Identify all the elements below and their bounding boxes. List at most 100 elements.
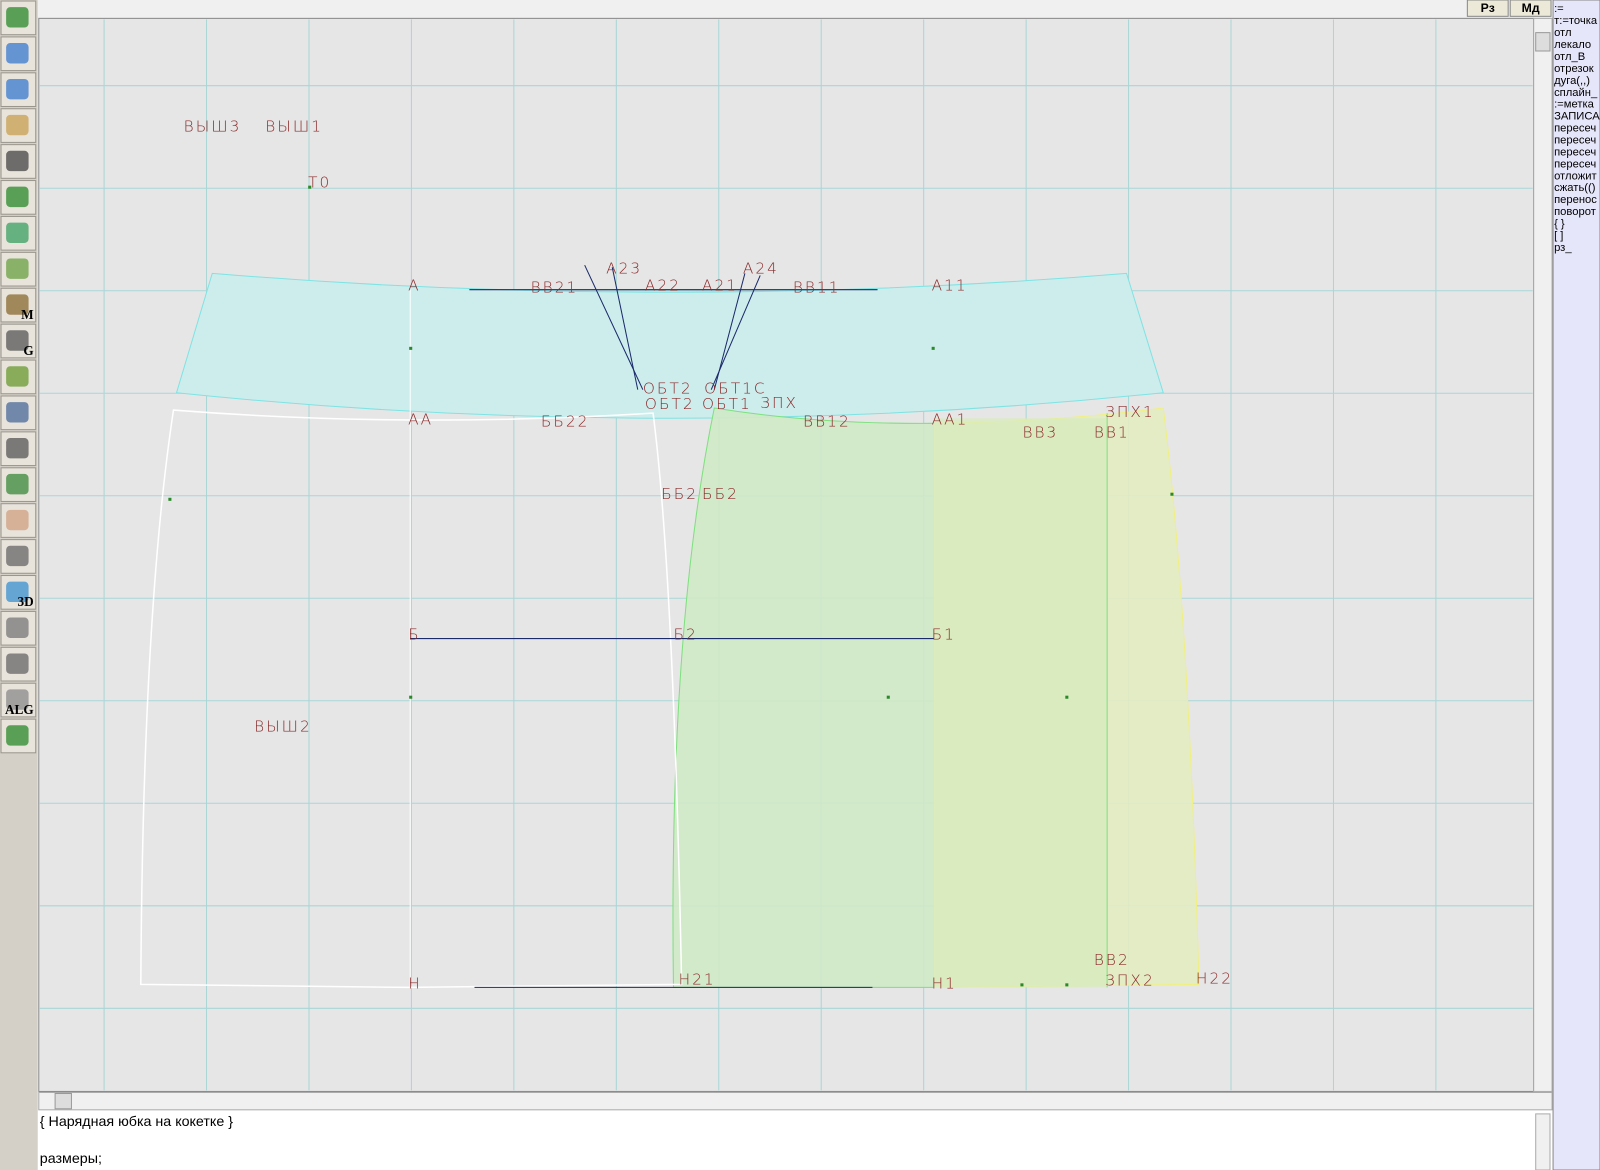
point-labels: ВЫШ3 ВЫШ1 Т0 А А23 А24 А11 А22 А21 ВВ21 ВВ11 АА ББ22… bbox=[184, 118, 1231, 993]
toolbar-icon-label: G bbox=[23, 343, 33, 358]
point-label: ББ22 bbox=[541, 412, 590, 430]
top-button[interactable] bbox=[1509, 0, 1552, 17]
top-bar bbox=[0, 0, 1600, 19]
command-item[interactable]: { } bbox=[1554, 218, 1565, 230]
point-label: ВВ2 bbox=[1094, 951, 1130, 969]
command-item[interactable]: сжать(() bbox=[1554, 182, 1596, 194]
top-button-label[interactable]: Рз bbox=[1481, 1, 1495, 15]
point bbox=[886, 695, 890, 699]
command-item[interactable]: :=метка bbox=[1554, 99, 1595, 111]
command-item[interactable]: сплайн_ bbox=[1554, 87, 1598, 99]
point bbox=[1065, 983, 1069, 987]
toolbar-icon bbox=[6, 725, 29, 746]
point-label: А23 bbox=[606, 259, 642, 277]
pattern-pieces bbox=[140, 185, 1200, 989]
toolbar-icon-label: ALG bbox=[5, 702, 34, 717]
command-item[interactable]: ЗАПИСА bbox=[1554, 111, 1600, 123]
point-label: Т0 bbox=[308, 174, 331, 192]
editor-scrollbar[interactable] bbox=[1535, 1113, 1551, 1170]
toolbar-icon bbox=[6, 114, 29, 136]
command-item[interactable]: := bbox=[1554, 3, 1564, 15]
command-item[interactable]: поворот bbox=[1554, 206, 1596, 218]
top-button-label[interactable]: Мд bbox=[1522, 1, 1540, 15]
point bbox=[1170, 492, 1174, 496]
command-item[interactable]: пересеч bbox=[1554, 135, 1596, 147]
point-label: ВВ3 bbox=[1022, 424, 1058, 442]
point-label: ВВ12 bbox=[803, 412, 851, 430]
point-label: Б bbox=[408, 626, 421, 644]
toolbar-icon bbox=[6, 330, 29, 351]
point-label: ОБТ2 bbox=[643, 380, 693, 398]
point-label: А11 bbox=[932, 277, 968, 295]
toolbar-icon bbox=[6, 7, 29, 28]
toolbar-icon bbox=[6, 294, 29, 315]
scroll-thumb[interactable] bbox=[1535, 32, 1551, 52]
point-label: Н21 bbox=[679, 970, 716, 988]
toolbar-icon bbox=[6, 509, 29, 531]
point-label: АА1 bbox=[932, 410, 969, 428]
points bbox=[168, 185, 1174, 987]
toolbar-icon bbox=[6, 581, 29, 603]
point-label: ЗПХ2 bbox=[1105, 971, 1155, 989]
top-button[interactable] bbox=[1466, 0, 1509, 17]
toolbar-icon-label: M bbox=[21, 307, 34, 322]
point-label: АА bbox=[408, 410, 433, 428]
toolbar-icon bbox=[6, 258, 29, 279]
command-item[interactable]: перенос bbox=[1554, 194, 1597, 206]
point bbox=[1020, 983, 1024, 987]
scroll-thumb[interactable] bbox=[54, 1092, 72, 1110]
point-label: ВЫШ3 bbox=[184, 118, 242, 136]
script-editor[interactable] bbox=[38, 1110, 1553, 1170]
toolbar-icon bbox=[6, 78, 29, 100]
point bbox=[308, 185, 312, 189]
dart-line bbox=[713, 273, 746, 390]
point-label: ВВ21 bbox=[531, 279, 579, 297]
vertical-scrollbar[interactable] bbox=[1533, 17, 1553, 1092]
point bbox=[931, 346, 935, 350]
point-label: Б1 bbox=[932, 626, 956, 644]
point-label: ВЫШ1 bbox=[265, 118, 323, 136]
command-item[interactable]: отрезок bbox=[1554, 63, 1594, 75]
point-label: ББ2 bbox=[661, 485, 698, 503]
point-label: Н bbox=[408, 974, 422, 992]
horizontal-scrollbar[interactable] bbox=[38, 1091, 1553, 1111]
command-item[interactable]: пересеч bbox=[1554, 146, 1596, 158]
command-item[interactable]: рз_ bbox=[1554, 242, 1572, 254]
toolbar-icon bbox=[6, 366, 29, 387]
command-item[interactable]: отложит bbox=[1554, 170, 1597, 182]
command-item[interactable]: пересеч bbox=[1554, 158, 1596, 170]
point-label: Б2 bbox=[673, 626, 697, 644]
command-item[interactable]: [ ] bbox=[1554, 230, 1563, 242]
command-item[interactable]: отл_В bbox=[1554, 51, 1585, 63]
command-item[interactable]: отл bbox=[1554, 27, 1571, 39]
toolbar-icon bbox=[6, 689, 29, 710]
point-label: ББ2 bbox=[702, 485, 739, 503]
point-label: ОБТ1 bbox=[702, 395, 752, 413]
point-label: А22 bbox=[645, 277, 681, 295]
command-item[interactable]: лекало bbox=[1554, 39, 1591, 51]
command-item[interactable]: пересеч bbox=[1554, 123, 1596, 135]
point bbox=[1065, 695, 1069, 699]
point-label: ВЫШ2 bbox=[254, 717, 312, 735]
back-panel-outline bbox=[140, 409, 683, 989]
toolbar-icon bbox=[6, 653, 29, 674]
point bbox=[168, 497, 172, 501]
point-label: А24 bbox=[743, 259, 779, 277]
toolbar-icon bbox=[6, 438, 29, 459]
command-item[interactable]: дуга(,,) bbox=[1554, 75, 1590, 87]
toolbar-icon bbox=[6, 402, 29, 423]
toolbar-icon bbox=[6, 222, 29, 243]
overlap-area bbox=[933, 418, 1108, 988]
point bbox=[409, 695, 413, 699]
toolbar-icon bbox=[6, 617, 29, 638]
editor-line: { Нарядная юбка на кокетке } bbox=[40, 1114, 233, 1130]
point-label: ЗПХ1 bbox=[1105, 403, 1155, 421]
point-label: ВВ11 bbox=[793, 279, 841, 297]
toolbar-icon bbox=[6, 150, 29, 172]
point-label: ОБТ1С bbox=[704, 380, 767, 398]
front-panel bbox=[672, 407, 935, 988]
command-item[interactable]: т:=точка bbox=[1554, 15, 1598, 27]
point-label: А bbox=[408, 277, 421, 295]
